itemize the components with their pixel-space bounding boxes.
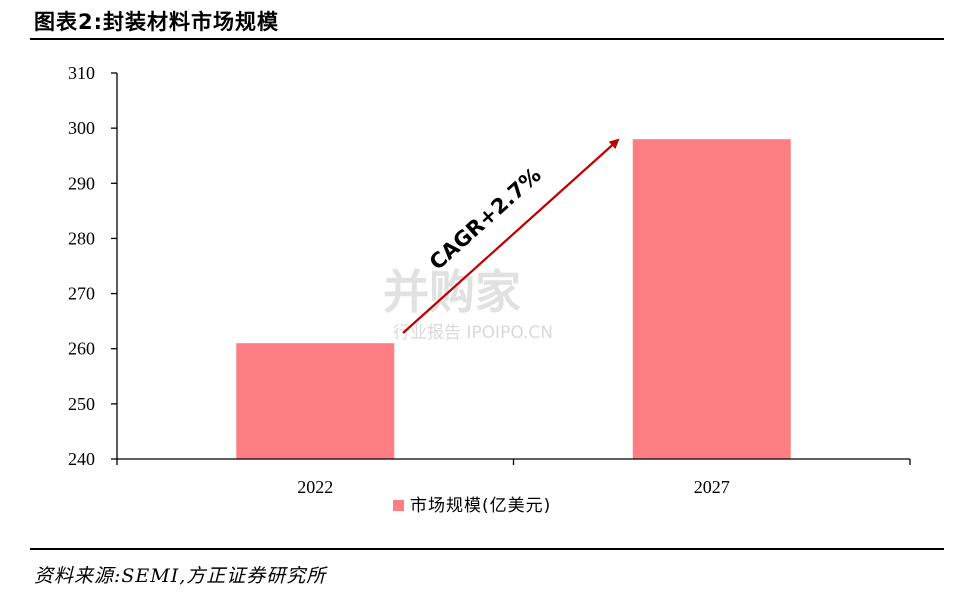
cagr-arrow [402,138,620,334]
bar [236,343,395,459]
y-tick-label: 310 [68,63,95,83]
x-tick-label: 2027 [694,477,730,497]
watermark-text: 并购家 [383,265,521,319]
y-tick-label: 300 [68,118,95,138]
watermark: 并购家 行业报告 IPOIPO.CN [383,265,553,343]
watermark-subtext: 行业报告 IPOIPO.CN [393,323,553,343]
y-tick-label: 250 [68,394,95,414]
y-tick-label: 260 [68,339,95,359]
legend-swatch [393,500,404,511]
legend-label: 市场规模(亿美元) [410,496,551,516]
bar [632,139,791,459]
bottom-rule [30,548,944,550]
y-tick-label: 240 [68,449,95,469]
y-tick-label: 290 [68,173,95,193]
y-tick-label: 280 [68,228,95,248]
source-note: 资料来源:SEMI,方正证券研究所 [34,565,327,587]
figure-title: 图表2:封装材料市场规模 [34,10,280,34]
x-tick-label: 2022 [297,477,333,497]
top-rule [30,38,944,40]
y-tick-label: 270 [68,284,95,304]
